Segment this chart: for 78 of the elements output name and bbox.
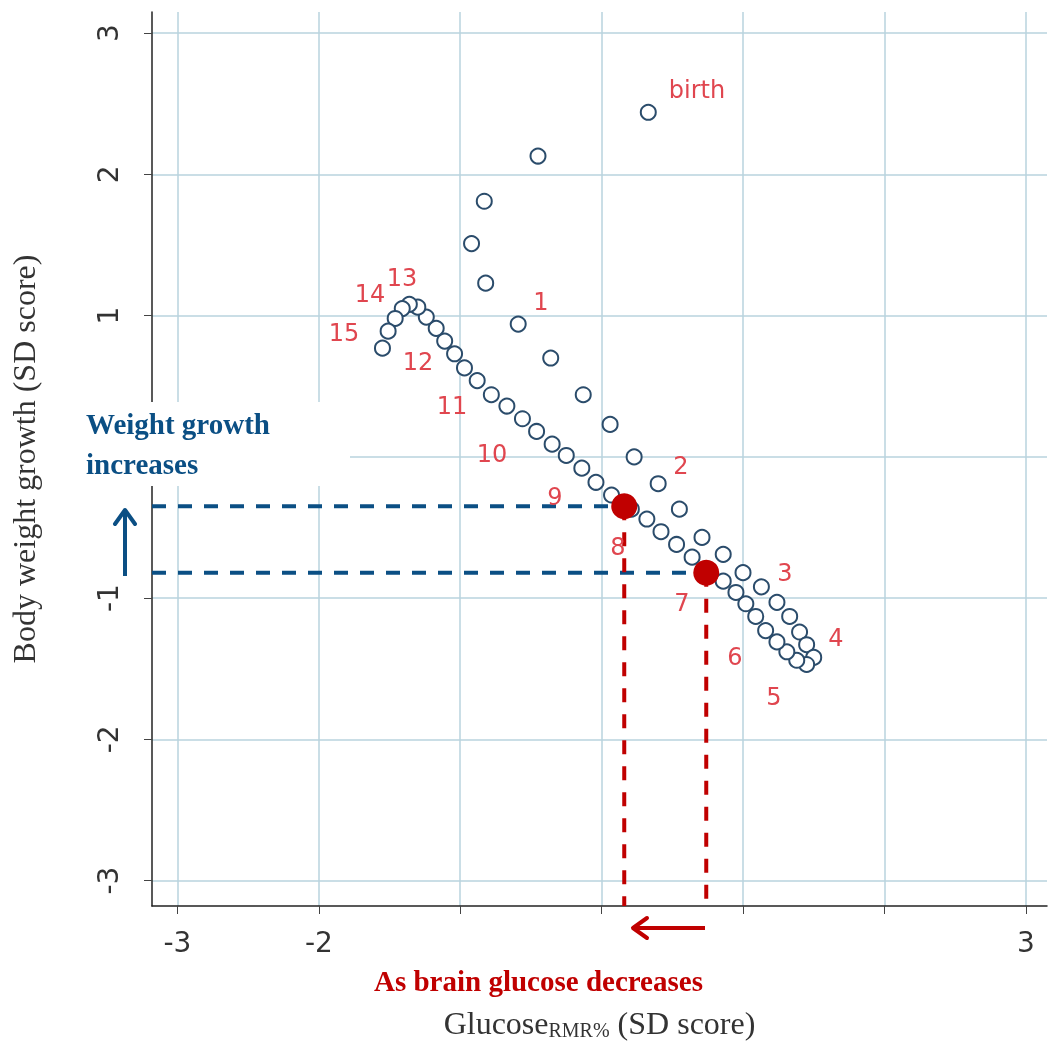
point <box>446 345 464 363</box>
annotation: 3 <box>777 559 793 587</box>
point <box>509 315 527 333</box>
y-tick-label: 3 <box>91 24 125 43</box>
point <box>587 473 605 491</box>
annotation: 9 <box>547 483 563 511</box>
point <box>601 415 619 433</box>
point <box>639 103 657 121</box>
point <box>778 643 796 661</box>
point <box>714 572 732 590</box>
annotation: 4 <box>828 624 844 652</box>
annotation: 6 <box>727 643 743 671</box>
point <box>652 523 670 541</box>
point <box>427 319 445 337</box>
annotation: 10 <box>476 440 508 468</box>
point <box>477 274 495 292</box>
annotation: Weight growth increases <box>86 408 278 480</box>
point <box>714 545 732 563</box>
annotation: 1 <box>533 288 549 316</box>
point <box>757 622 775 640</box>
point <box>734 564 752 582</box>
x-tick-label: -2 <box>304 925 333 959</box>
point <box>475 192 493 210</box>
y-axis-title: Body weight growth (SD score) <box>6 254 42 664</box>
annotation: birth <box>668 76 726 104</box>
annotation: 5 <box>766 683 782 711</box>
point <box>737 595 755 613</box>
point <box>528 422 546 440</box>
annotation: 7 <box>674 589 690 617</box>
y-tick-label: 2 <box>91 165 125 184</box>
point <box>513 410 531 428</box>
point <box>791 623 809 641</box>
point <box>798 636 816 654</box>
annotation: 12 <box>402 348 434 376</box>
point <box>752 578 770 596</box>
point <box>386 309 404 327</box>
point <box>542 349 560 367</box>
point <box>649 475 667 493</box>
point <box>781 607 799 625</box>
annotation: 8 <box>610 533 626 561</box>
point <box>543 435 561 453</box>
point <box>625 448 643 466</box>
point <box>557 446 575 464</box>
annotation: 13 <box>386 264 418 292</box>
point <box>463 235 481 253</box>
annotation: 11 <box>436 392 468 420</box>
x-axis-title: GlucoseRMR% (SD score) <box>443 1005 756 1041</box>
point <box>379 322 397 340</box>
point <box>668 535 686 553</box>
y-tick-label: 1 <box>91 306 125 325</box>
y-tick-label: -2 <box>91 725 125 754</box>
annotation: 14 <box>354 280 386 308</box>
point <box>482 386 500 404</box>
point <box>436 332 454 350</box>
point <box>373 339 391 357</box>
point <box>747 607 765 625</box>
point <box>529 147 547 165</box>
point <box>693 559 720 586</box>
point <box>768 633 786 651</box>
point <box>573 459 591 477</box>
x-tick-label: -3 <box>163 925 192 959</box>
y-tick-label: -3 <box>91 866 125 895</box>
point <box>768 593 786 611</box>
point <box>498 397 516 415</box>
point <box>670 500 688 518</box>
point <box>611 493 638 520</box>
text: As brain glucose decreases <box>374 965 703 997</box>
point <box>574 386 592 404</box>
y-tick-label: -1 <box>91 584 125 613</box>
point <box>683 548 701 566</box>
annotation: 15 <box>328 319 360 347</box>
x-tick-label: 3 <box>1016 925 1035 959</box>
point <box>468 372 486 390</box>
point <box>455 359 473 377</box>
point <box>727 583 745 601</box>
annotation: 2 <box>673 452 689 480</box>
point <box>638 510 656 528</box>
point <box>693 528 711 546</box>
